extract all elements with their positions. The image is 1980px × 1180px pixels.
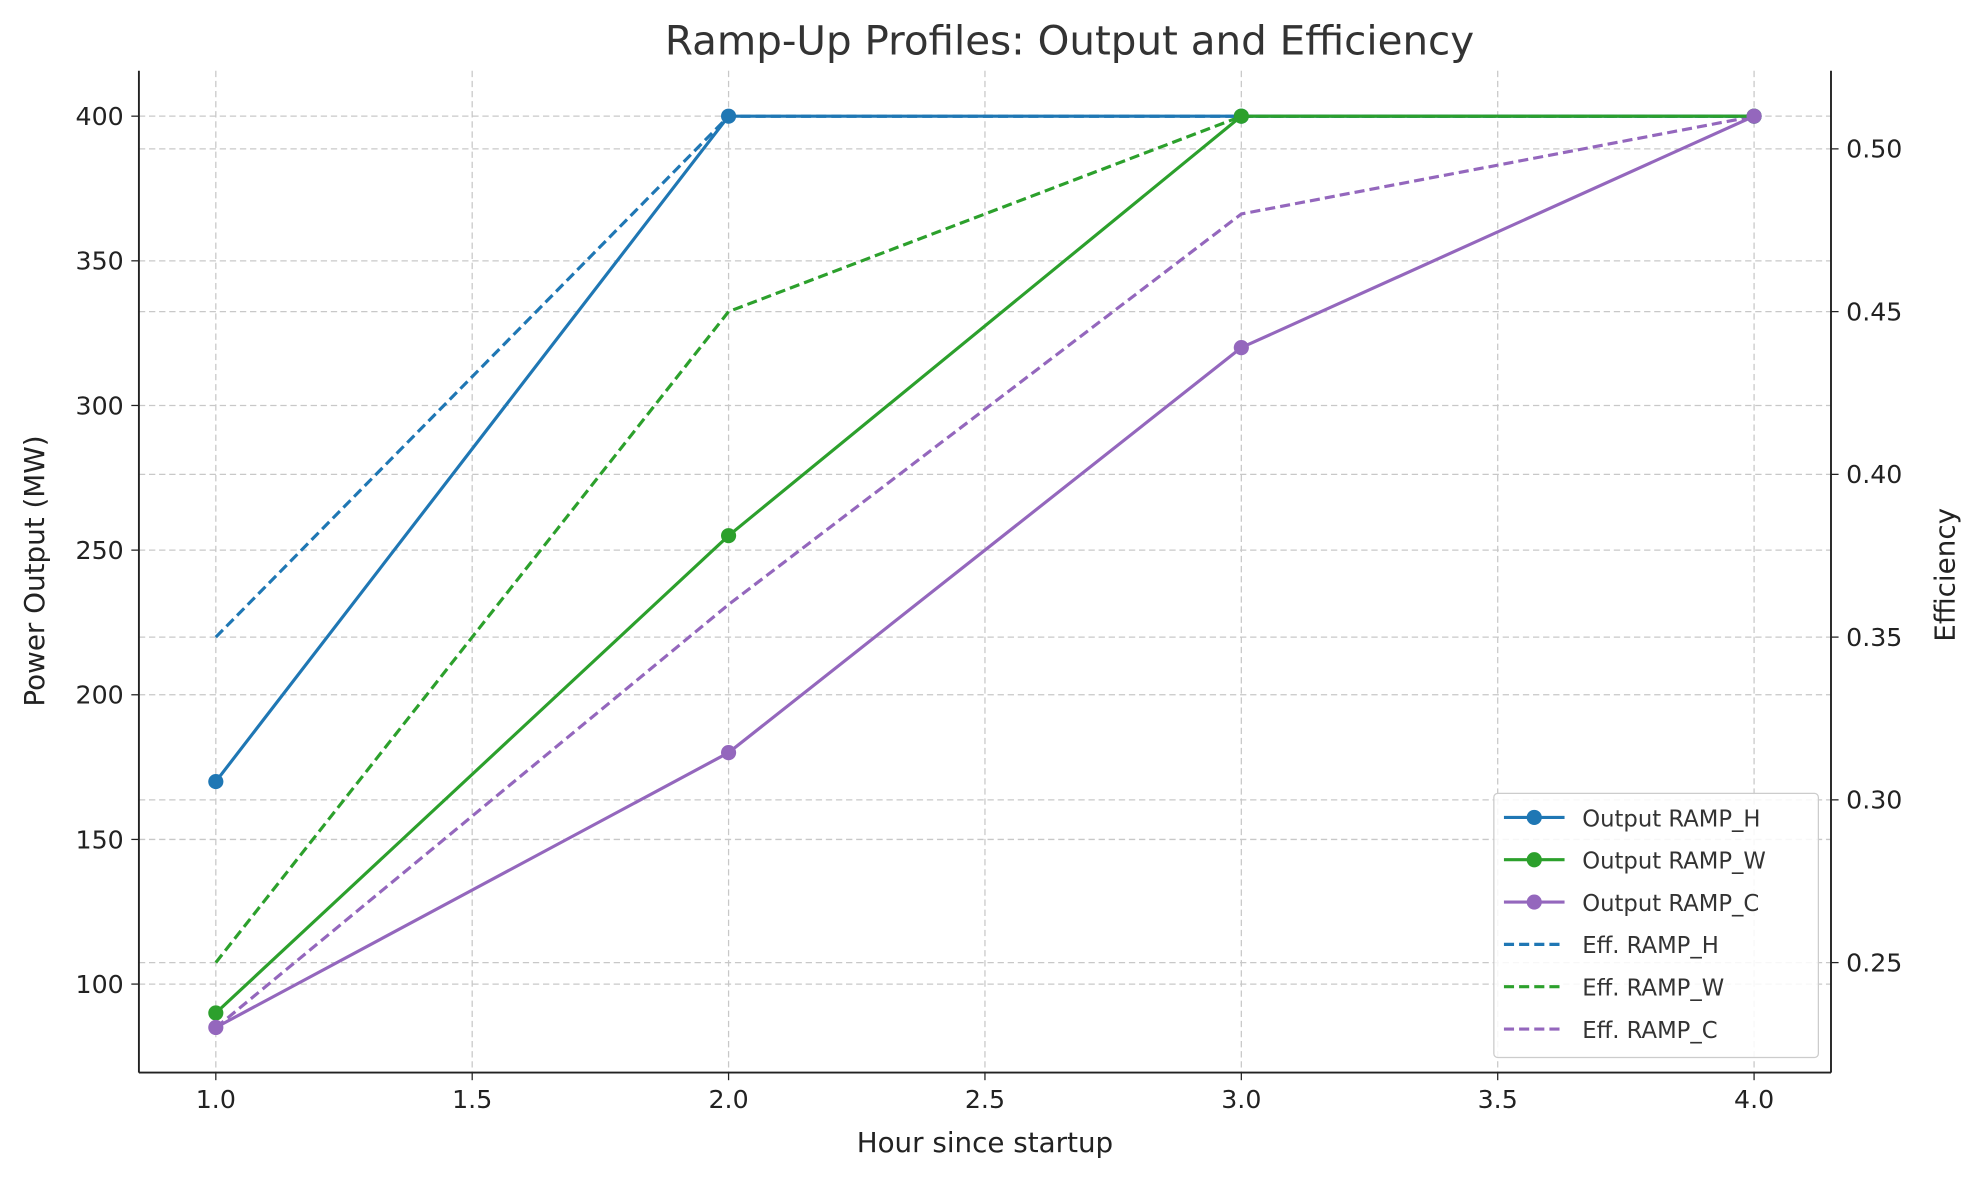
y-axis-label: Power Output (MW) xyxy=(18,435,51,706)
y-tick-label: 250 xyxy=(76,536,124,565)
y-tick-label: 100 xyxy=(76,970,124,999)
x-tick-label: 1.5 xyxy=(452,1085,492,1114)
y2-tick-label: 0.45 xyxy=(1846,297,1902,326)
y-tick-label: 400 xyxy=(76,102,124,131)
y2-tick-label: 0.25 xyxy=(1846,948,1902,977)
series-line-output-ramp-c xyxy=(215,114,1755,1029)
y-tick-label: 200 xyxy=(76,681,124,710)
y-tick-label: 150 xyxy=(76,825,124,854)
x-tick-label: 4.0 xyxy=(1734,1085,1774,1114)
data-point-output-ramp-w xyxy=(1233,108,1249,124)
chart-title: Ramp-Up Profiles: Output and Efficiency xyxy=(665,16,1474,64)
data-point-output-ramp-c xyxy=(208,1019,224,1036)
series-line-output-ramp-w xyxy=(214,114,1755,1015)
data-point-output-ramp-c xyxy=(1746,108,1762,124)
y2-tick-label: 0.30 xyxy=(1846,786,1902,815)
y-tick-label: 350 xyxy=(76,247,124,276)
x-tick-label: 2.0 xyxy=(708,1085,748,1114)
legend-label: Eff. RAMP_C xyxy=(1582,1018,1717,1044)
x-tick-label: 1.0 xyxy=(196,1085,236,1114)
legend-label: Eff. RAMP_W xyxy=(1582,976,1724,1002)
y2-tick-label: 0.40 xyxy=(1846,460,1902,489)
axes: 1.0 1.5 2.0 2.5 3.0 3.5 4.0 100 150 200 250 300 350 4… xyxy=(76,70,1902,1114)
series-line-eff-ramp-c xyxy=(214,114,1755,1029)
data-point-output-ramp-c xyxy=(1233,340,1249,356)
y-tick-label: 300 xyxy=(76,391,124,420)
legend-label: Output RAMP_C xyxy=(1582,891,1759,917)
legend-marker xyxy=(1526,894,1542,910)
x-tick-label: 3.0 xyxy=(1221,1085,1261,1114)
series-lines xyxy=(208,108,1762,1036)
x-tick-label: 3.5 xyxy=(1478,1085,1518,1114)
series-line-eff-ramp-w xyxy=(214,114,1755,964)
legend-label: Eff. RAMP_H xyxy=(1582,933,1719,959)
legend-marker xyxy=(1526,852,1542,868)
data-point-output-ramp-h xyxy=(720,108,737,124)
legend-marker xyxy=(1526,809,1542,825)
y2-tick-label: 0.50 xyxy=(1846,135,1902,164)
y2-axis-label: Efficiency xyxy=(1929,508,1962,642)
data-point-output-ramp-w xyxy=(720,528,737,544)
legend-label: Output RAMP_H xyxy=(1582,806,1760,832)
data-point-output-ramp-w xyxy=(208,1005,224,1021)
data-point-output-ramp-c xyxy=(720,745,737,761)
x-axis-label: Hour since startup xyxy=(857,1126,1113,1159)
legend-box xyxy=(1493,792,1819,1059)
legend-label: Output RAMP_W xyxy=(1582,849,1766,875)
legend: Output RAMP_H Output RAMP_W Output RAMP_C E… xyxy=(1493,792,1819,1059)
data-point-output-ramp-h xyxy=(208,773,224,790)
y2-tick-label: 0.35 xyxy=(1846,623,1902,652)
x-tick-label: 2.5 xyxy=(965,1085,1005,1114)
